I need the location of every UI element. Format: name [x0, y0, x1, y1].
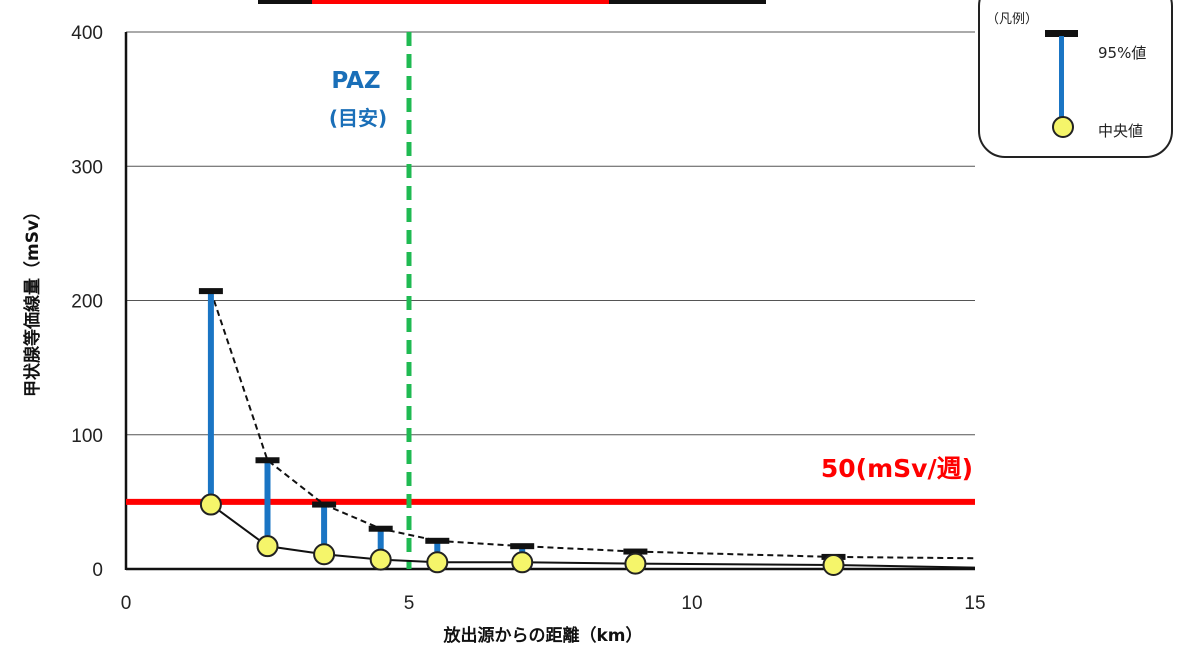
range-cap-95-3 — [312, 501, 337, 508]
median-marker-4 — [369, 548, 392, 571]
x-tick-label-0: 0 — [121, 593, 132, 614]
grid-lines — [126, 31, 975, 436]
y-tick-labels: 0 100 200 300 400 — [71, 23, 103, 581]
median-marker-5 — [426, 551, 449, 574]
y-tick-label-0: 0 — [92, 560, 103, 581]
range-cap-95-1 — [198, 288, 223, 295]
y-tick-label-300: 300 — [71, 157, 103, 178]
x-tick-label-5: 5 — [404, 593, 415, 614]
limit-label: 50(mSv/週) — [821, 454, 973, 483]
y-tick-label-200: 200 — [71, 292, 103, 313]
range-bar-2 — [264, 460, 271, 547]
median-marker-2 — [256, 535, 279, 558]
legend-cap-icon — [1045, 30, 1078, 37]
y-tick-label-400: 400 — [71, 23, 103, 44]
range-cap-95-6 — [510, 543, 535, 550]
legend-title: （凡例） — [986, 12, 1038, 27]
y-axis-title: 甲状腺等価線量（mSv） — [22, 203, 43, 397]
paz-sublabel: (目安) — [329, 106, 387, 130]
median-marker-8 — [822, 553, 845, 576]
median-marker-6 — [511, 551, 534, 574]
range-bar-3 — [321, 504, 328, 555]
range-cap-95-2 — [255, 457, 280, 464]
x-axis-title: 放出源からの距離（km） — [442, 625, 642, 646]
x-tick-label-15: 15 — [964, 593, 985, 614]
paz-label: PAZ — [331, 68, 380, 94]
legend-box — [978, 0, 1173, 158]
range-cap-95-4 — [368, 525, 393, 532]
legend-bar-icon — [1059, 36, 1064, 122]
median-marker-1 — [199, 493, 222, 516]
x-tick-label-10: 10 — [681, 593, 702, 614]
median-markers — [199, 493, 845, 576]
range-cap-95-5 — [425, 537, 450, 544]
legend-upper-label: 95%値 — [1098, 44, 1146, 62]
y-tick-label-100: 100 — [71, 426, 103, 447]
median-marker-3 — [313, 543, 336, 566]
legend: （凡例） 95%値 中央値 — [978, 0, 1173, 158]
range-bar-1 — [207, 291, 214, 505]
x-tick-labels: 0 5 10 15 — [121, 593, 986, 614]
range-bars — [198, 288, 846, 565]
median-marker-7 — [624, 552, 647, 575]
range-cap-95-7 — [623, 548, 648, 555]
legend-lower-label: 中央値 — [1098, 122, 1143, 140]
trend-line-95 — [209, 290, 976, 560]
top-banner-fragment — [258, 0, 766, 4]
range-bar-4 — [377, 528, 384, 560]
legend-marker-icon — [1052, 116, 1074, 138]
